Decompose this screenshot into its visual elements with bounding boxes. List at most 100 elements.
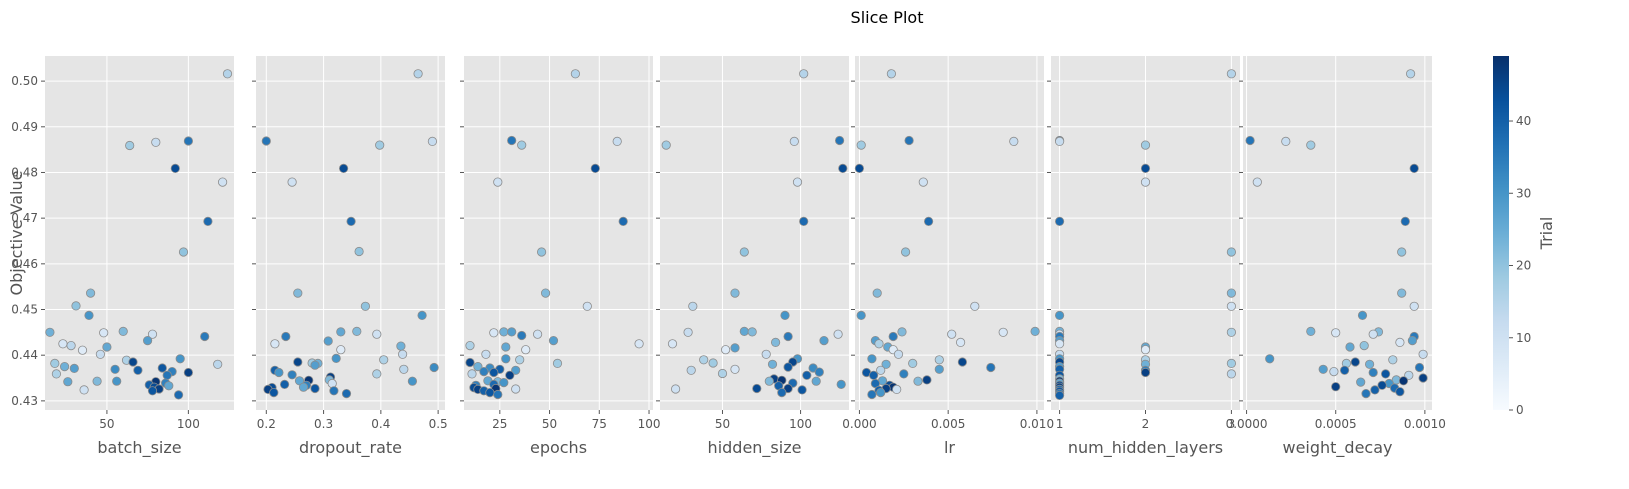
trial-point	[479, 366, 489, 377]
x-tick-label: 0.0000	[1226, 417, 1268, 431]
trial-point	[1140, 177, 1151, 187]
trial-point	[1055, 216, 1065, 226]
trial-point	[261, 136, 271, 146]
trial-point	[270, 339, 280, 349]
trial-point	[1368, 329, 1378, 339]
trial-point	[730, 288, 740, 298]
trial-point	[1397, 288, 1407, 298]
trial-point	[777, 387, 787, 398]
trial-point	[183, 367, 193, 378]
trial-point	[1381, 369, 1391, 379]
trial-point	[1418, 349, 1428, 359]
trial-point	[1357, 310, 1368, 320]
trial-point	[59, 361, 70, 372]
x-axis-label: epochs	[530, 438, 587, 457]
trial-point	[143, 335, 153, 346]
trial-point	[336, 327, 346, 337]
trial-point	[399, 364, 409, 374]
y-tick-label: 0.44	[11, 348, 38, 362]
trial-point	[540, 288, 551, 298]
panel-background	[464, 56, 653, 410]
x-tick-label: 3	[1228, 417, 1236, 431]
trial-point	[1055, 339, 1065, 349]
trial-point	[511, 384, 521, 394]
trial-point	[833, 329, 843, 339]
trial-point	[66, 340, 76, 351]
trial-point	[699, 355, 709, 365]
trial-point	[372, 329, 382, 339]
x-tick-label: 0.0005	[1315, 417, 1357, 431]
colorbar-bar	[1493, 56, 1509, 410]
trial-point	[670, 384, 681, 394]
trial-point	[1395, 337, 1405, 347]
trial-point	[872, 288, 882, 298]
trial-point	[789, 136, 799, 146]
trial-point	[473, 361, 483, 372]
trial-point	[102, 342, 112, 352]
trial-point	[310, 360, 320, 370]
trial-point	[481, 349, 491, 359]
panel-num_hidden_layers: 1 2 3 num_hidden_layers	[1047, 56, 1240, 458]
trial-point	[485, 387, 495, 398]
trial-point	[918, 177, 928, 187]
trial-point	[739, 247, 749, 257]
trial-point	[397, 349, 408, 359]
trial-point	[501, 342, 511, 352]
trial-point	[489, 328, 499, 338]
trial-point	[1340, 365, 1350, 375]
trial-point	[783, 362, 793, 372]
trial-point	[118, 326, 128, 336]
trial-point	[836, 379, 846, 389]
trial-point	[904, 135, 914, 146]
x-tick-label: 2	[1142, 417, 1150, 431]
trial-point	[279, 379, 290, 389]
y-tick-label: 0.48	[11, 165, 38, 179]
trial-point	[1245, 135, 1255, 146]
colorbar-tick-label: 0	[1516, 403, 1524, 417]
trial-point	[467, 369, 477, 379]
trial-point	[1318, 364, 1328, 374]
trial-point	[1395, 387, 1405, 397]
trial-point	[1414, 362, 1425, 373]
trial-point	[957, 357, 968, 367]
x-tick-label: 50	[99, 417, 114, 431]
trial-point	[511, 365, 521, 375]
trial-point	[269, 387, 279, 398]
trial-point	[274, 367, 284, 378]
trial-point	[110, 364, 120, 374]
trial-point	[1350, 357, 1360, 367]
x-tick-label: 0.3	[314, 417, 333, 431]
trial-point	[799, 216, 809, 226]
y-tick-label: 0.49	[11, 120, 38, 134]
panel-dropout_rate: 0.2 0.3 0.4 0.5 dropout_rate	[252, 56, 448, 458]
trial-point	[147, 386, 158, 396]
trial-point	[1329, 366, 1339, 377]
trial-point	[505, 370, 515, 380]
trial-point	[1055, 390, 1065, 400]
trial-point	[955, 337, 966, 347]
trial-point	[203, 216, 213, 226]
trial-point	[517, 330, 527, 341]
trial-point	[346, 216, 356, 226]
trial-point	[151, 137, 161, 147]
trial-point	[1265, 354, 1275, 364]
trial-point	[881, 359, 891, 369]
trial-point	[1226, 369, 1237, 379]
trial-point	[1226, 358, 1237, 368]
trial-point	[688, 301, 698, 311]
trial-point	[1356, 377, 1366, 387]
trial-point	[352, 326, 362, 336]
trial-point	[499, 327, 509, 337]
trial-point	[1368, 367, 1378, 378]
trial-point	[1345, 342, 1355, 352]
trial-point	[372, 369, 382, 379]
trial-point	[770, 337, 781, 347]
trial-point	[811, 376, 821, 386]
trial-point	[338, 163, 349, 173]
panel-weight_decay: 0.0000 0.0005 0.0010 weight_decay	[1226, 56, 1446, 458]
x-tick-label: 100	[789, 417, 812, 431]
trial-point	[521, 345, 531, 355]
trial-point	[934, 355, 944, 365]
trial-point	[752, 383, 762, 394]
trial-point	[888, 331, 898, 342]
